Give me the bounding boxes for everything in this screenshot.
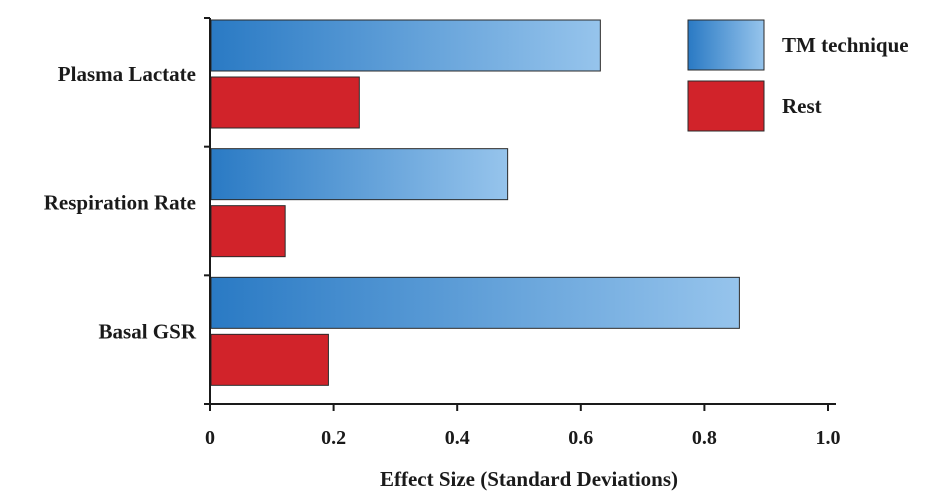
x-tick-label: 0 bbox=[205, 427, 215, 449]
legend: TM technique Rest bbox=[687, 19, 909, 132]
bar-rest-basal-gsr bbox=[210, 333, 329, 386]
x-tick-label: 0.6 bbox=[568, 427, 593, 449]
legend-label-tm-technique: TM technique bbox=[782, 33, 909, 57]
category-labels: Plasma Lactate Respiration Rate Basal GSR bbox=[44, 62, 197, 343]
legend-label-rest: Rest bbox=[782, 94, 822, 118]
category-label: Respiration Rate bbox=[44, 191, 196, 215]
bars bbox=[210, 19, 740, 386]
x-axis-title: Effect Size (Standard Deviations) bbox=[380, 467, 678, 491]
x-tick-label: 1.0 bbox=[816, 427, 841, 449]
x-tick-label: 0.4 bbox=[445, 427, 470, 449]
bar-rest-plasma-lactate bbox=[210, 76, 360, 129]
x-ticks: 0 0.2 0.4 0.6 0.8 1.0 bbox=[204, 17, 841, 449]
axes bbox=[209, 18, 836, 405]
category-label: Plasma Lactate bbox=[58, 62, 196, 86]
bar-tm-technique-respiration-rate bbox=[210, 148, 509, 201]
bar-tm-technique-plasma-lactate bbox=[210, 19, 601, 72]
bar-rest-respiration-rate bbox=[210, 205, 286, 258]
x-tick-label: 0.8 bbox=[692, 427, 717, 449]
bar-tm-technique-basal-gsr bbox=[210, 276, 740, 329]
category-label: Basal GSR bbox=[99, 319, 197, 343]
legend-swatch-rest bbox=[687, 80, 765, 132]
legend-swatch-tm-technique bbox=[687, 19, 765, 71]
x-tick-label: 0.2 bbox=[321, 427, 346, 449]
